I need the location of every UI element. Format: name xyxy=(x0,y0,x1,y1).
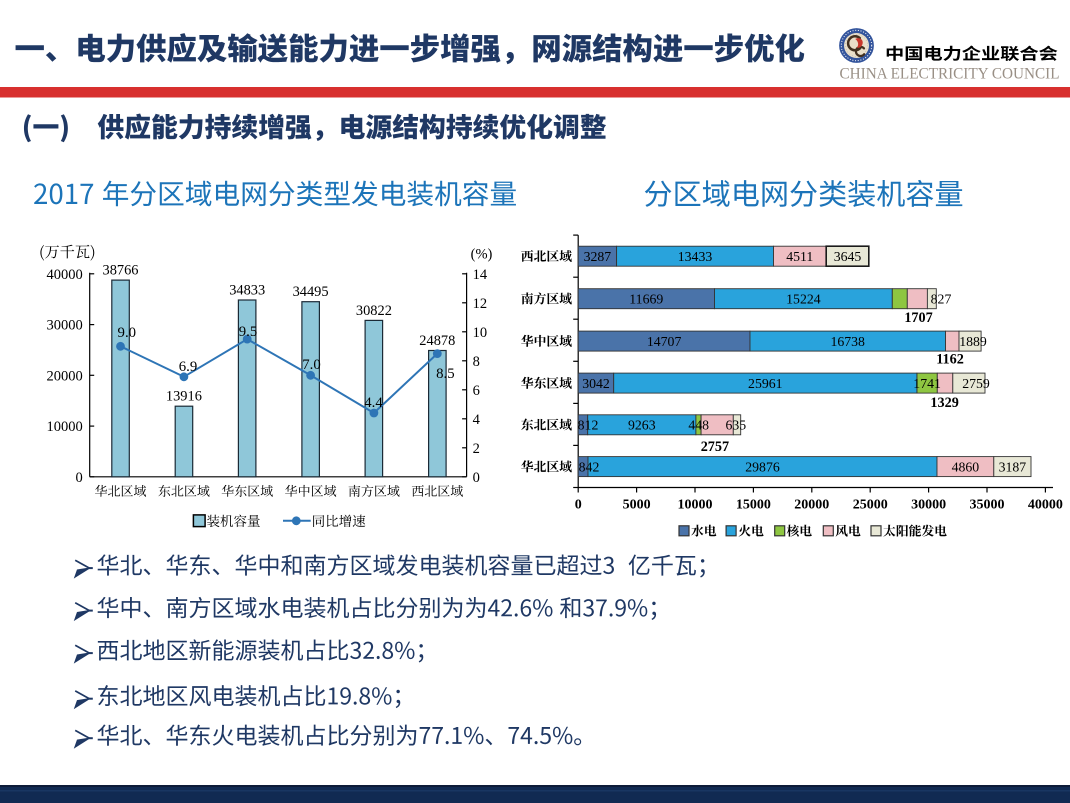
svg-text:4860: 4860 xyxy=(952,459,980,474)
svg-text:20000: 20000 xyxy=(46,368,82,384)
svg-text:20000: 20000 xyxy=(794,498,829,513)
svg-text:812: 812 xyxy=(578,418,599,433)
svg-text:15000: 15000 xyxy=(736,498,771,513)
svg-text:38766: 38766 xyxy=(103,263,139,279)
svg-text:9.5: 9.5 xyxy=(239,324,258,340)
svg-text:4: 4 xyxy=(473,412,481,428)
svg-text:35000: 35000 xyxy=(970,498,1005,513)
svg-text:16738: 16738 xyxy=(830,334,865,349)
svg-text:8: 8 xyxy=(473,354,480,370)
svg-text:34495: 34495 xyxy=(293,284,329,300)
svg-text:13433: 13433 xyxy=(678,249,713,264)
svg-text:40000: 40000 xyxy=(46,267,82,283)
svg-text:(%): (%) xyxy=(471,247,493,263)
svg-text:5000: 5000 xyxy=(623,498,651,513)
svg-text:635: 635 xyxy=(725,418,746,433)
svg-text:CHINA ELECTRICITY COUNCIL: CHINA ELECTRICITY COUNCIL xyxy=(840,65,1060,83)
svg-text:3042: 3042 xyxy=(582,376,610,391)
svg-text:0: 0 xyxy=(575,498,582,513)
svg-text:29876: 29876 xyxy=(745,459,780,474)
svg-text:34833: 34833 xyxy=(229,283,265,299)
svg-text:6: 6 xyxy=(473,383,480,399)
svg-text:1741: 1741 xyxy=(913,376,941,391)
svg-text:3287: 3287 xyxy=(584,249,612,264)
svg-text:10: 10 xyxy=(473,325,488,341)
svg-text:24878: 24878 xyxy=(419,333,455,349)
svg-text:2: 2 xyxy=(473,441,480,457)
svg-text:2759: 2759 xyxy=(962,376,990,391)
svg-text:7.0: 7.0 xyxy=(302,357,321,373)
svg-text:0: 0 xyxy=(75,470,82,486)
svg-text:30000: 30000 xyxy=(911,498,946,513)
svg-text:40000: 40000 xyxy=(1028,498,1063,513)
svg-text:3645: 3645 xyxy=(834,249,862,264)
svg-text:3187: 3187 xyxy=(999,459,1027,474)
svg-text:15224: 15224 xyxy=(786,292,821,307)
svg-text:9.0: 9.0 xyxy=(118,325,137,341)
svg-text:1707: 1707 xyxy=(904,310,932,326)
svg-text:9263: 9263 xyxy=(628,418,656,433)
svg-text:1889: 1889 xyxy=(959,334,987,349)
svg-text:2757: 2757 xyxy=(701,439,729,455)
svg-text:827: 827 xyxy=(931,292,952,307)
svg-text:11669: 11669 xyxy=(629,292,663,307)
svg-text:14: 14 xyxy=(473,267,488,283)
svg-text:1329: 1329 xyxy=(930,395,958,411)
svg-text:4511: 4511 xyxy=(786,249,813,264)
svg-text:25961: 25961 xyxy=(748,376,783,391)
svg-text:0: 0 xyxy=(473,470,480,486)
svg-text:1162: 1162 xyxy=(936,352,964,368)
svg-text:12: 12 xyxy=(473,296,488,312)
svg-text:25000: 25000 xyxy=(853,498,888,513)
svg-text:4.4: 4.4 xyxy=(364,395,383,411)
svg-text:6.9: 6.9 xyxy=(179,359,198,375)
svg-text:10000: 10000 xyxy=(678,498,713,513)
svg-text:842: 842 xyxy=(579,459,600,474)
svg-text:448: 448 xyxy=(688,418,709,433)
svg-text:13916: 13916 xyxy=(166,389,202,405)
svg-text:10000: 10000 xyxy=(46,419,82,435)
svg-text:30000: 30000 xyxy=(46,318,82,334)
svg-text:8.5: 8.5 xyxy=(436,366,455,382)
svg-text:30822: 30822 xyxy=(356,303,392,319)
svg-text:14707: 14707 xyxy=(647,334,682,349)
